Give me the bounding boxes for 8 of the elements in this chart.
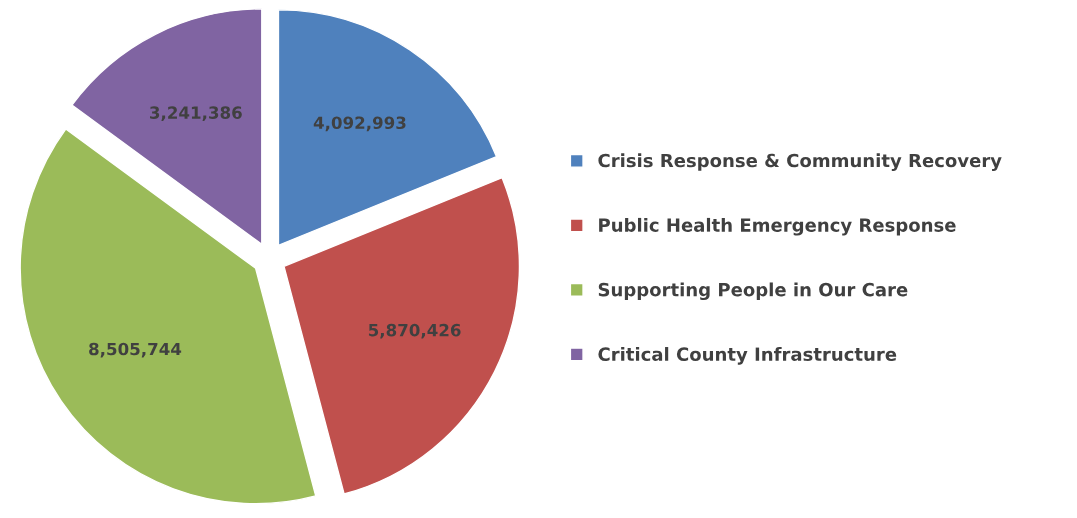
legend-label: Critical County Infrastructure <box>598 347 897 365</box>
legend-label: Public Health Emergency Response <box>599 217 956 236</box>
legend-label: Crisis Response & Community Recovery <box>598 153 1002 171</box>
data-label: 5,870,426 <box>368 323 461 339</box>
data-label: 4,092,993 <box>313 116 406 132</box>
data-label: 3,241,386 <box>150 106 242 122</box>
data-label: 8,505,744 <box>89 342 182 358</box>
legend-label: Supporting People in Our Care <box>598 282 908 301</box>
